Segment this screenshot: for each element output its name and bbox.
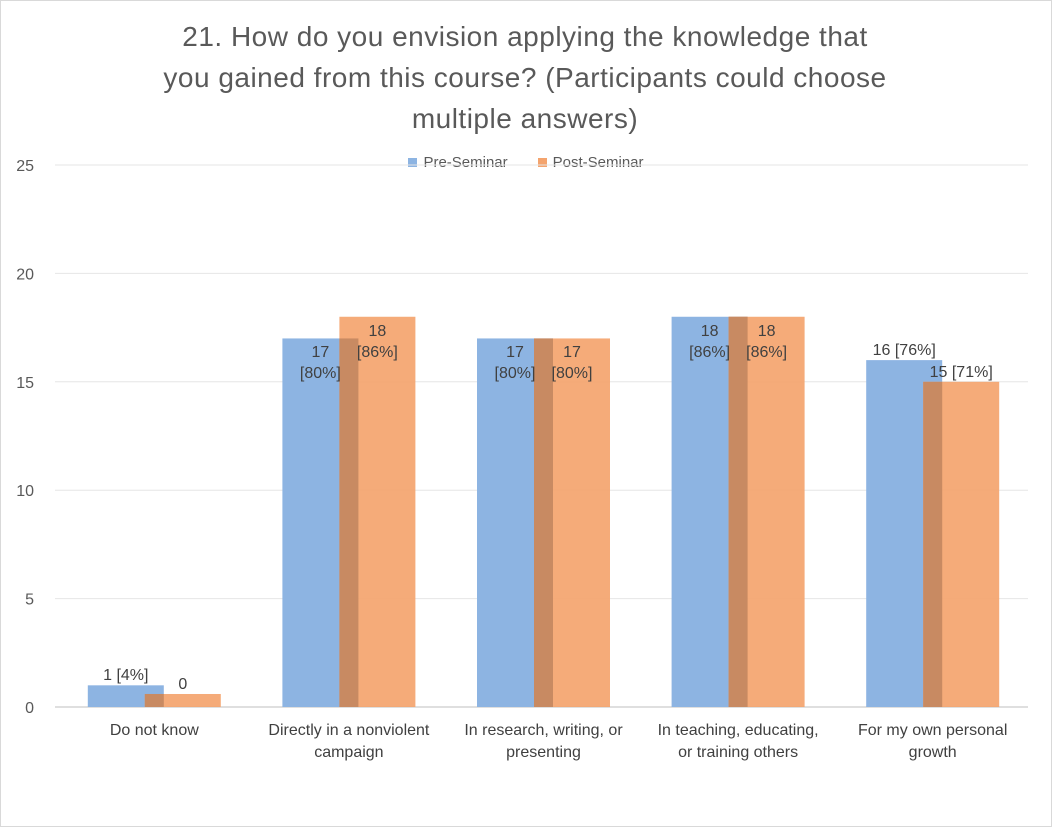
data-label: 15 [71%] (929, 363, 993, 381)
category-label: Directly in a nonviolent campaign (268, 722, 430, 761)
bar-overlap-3 (728, 316, 748, 707)
legend-swatch (537, 158, 547, 167)
data-label: 17 [80%] (299, 344, 341, 383)
bar-overlap-2 (534, 338, 553, 707)
data-label: 18 [86%] (746, 322, 788, 361)
category-label: In research, writing, or presenting (464, 722, 623, 761)
legend-label: Post-Seminar (552, 154, 644, 171)
data-label: 18 [86%] (689, 322, 731, 361)
legend-entry: Post-Seminar (537, 154, 644, 171)
legend: Pre-Seminar Post-Seminar (0, 154, 1052, 171)
category-label: Do not know (109, 722, 199, 739)
data-label: 17 [80%] (494, 344, 536, 383)
category-label: For my own personal growth (857, 722, 1008, 761)
legend-swatch (408, 158, 418, 167)
category-label: In teaching, educating, or training othe… (657, 722, 819, 761)
y-tick-label: 0 (25, 700, 34, 717)
bar-overlap-1 (339, 338, 359, 707)
data-label: 18 [86%] (356, 322, 398, 361)
legend-entry: Pre-Seminar (408, 154, 508, 171)
y-tick-label: 15 (16, 375, 34, 392)
y-tick-label: 10 (16, 483, 34, 500)
data-label: 0 (178, 675, 188, 693)
data-label: 17 [80%] (551, 344, 593, 383)
legend-label: Pre-Seminar (423, 154, 508, 171)
data-label: 16 [76%] (872, 342, 936, 360)
y-tick-label: 20 (16, 266, 34, 283)
bar-overlap-4 (923, 381, 943, 707)
chart-title: 21. How do you envision applying the kno… (163, 21, 887, 134)
data-label: 1 [4%] (103, 667, 149, 685)
y-tick-label: 5 (25, 592, 34, 609)
y-tick-label: 25 (16, 158, 34, 175)
bar-overlap-0 (144, 693, 164, 707)
